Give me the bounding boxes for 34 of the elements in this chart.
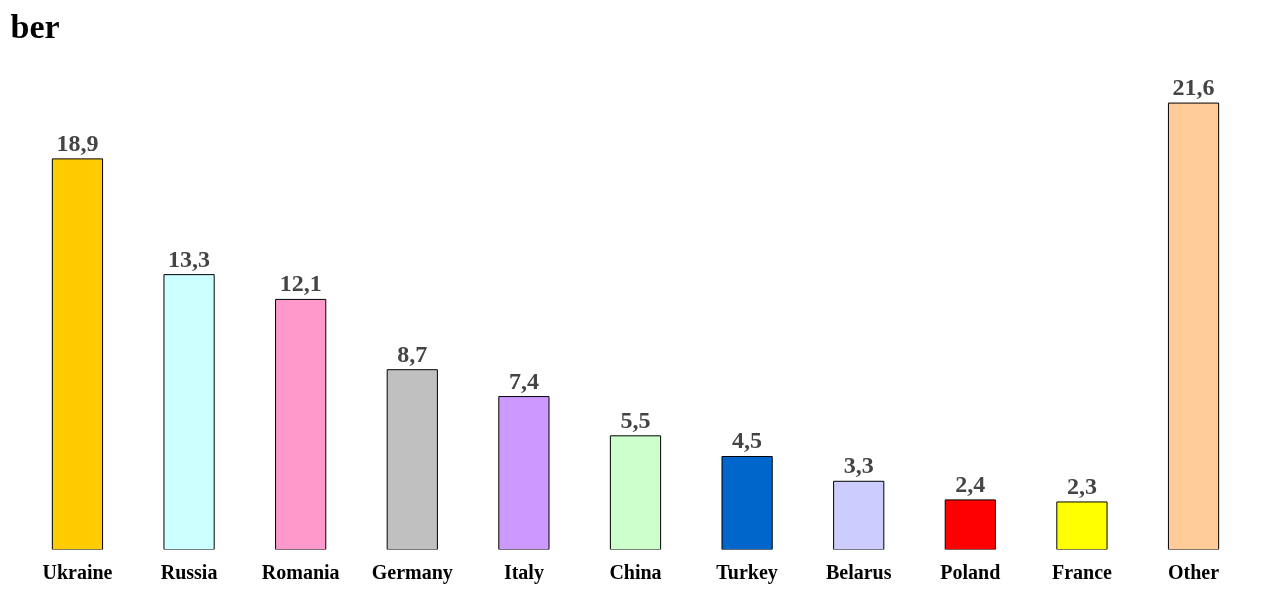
- x-tick-label: Other: [1167, 560, 1220, 583]
- bar: [609, 435, 662, 550]
- chart-title: ber: [10, 7, 60, 45]
- data-label: 2,3: [1066, 472, 1097, 499]
- x-tick-label: France: [1051, 560, 1113, 583]
- data-label: 4,5: [732, 427, 763, 454]
- x-tick-label: Turkey: [716, 560, 778, 584]
- x-tick-label: Germany: [371, 560, 453, 584]
- data-label: 21,6: [1172, 74, 1215, 101]
- bar: [498, 396, 550, 550]
- bar: [833, 480, 885, 550]
- x-tick-label: China: [609, 560, 662, 583]
- bar: [944, 499, 996, 550]
- x-tick-label: Italy: [503, 560, 544, 584]
- data-label: 12,1: [279, 270, 322, 297]
- bar: [51, 158, 104, 550]
- x-tick-label: Poland: [940, 560, 1001, 583]
- bar: [275, 298, 327, 550]
- data-label: 13,3: [168, 245, 211, 272]
- bar: [721, 455, 773, 550]
- bar: [1056, 501, 1108, 550]
- x-tick-label: Ukraine: [42, 560, 113, 583]
- data-label: 3,3: [843, 452, 874, 479]
- data-label: 2,4: [955, 470, 986, 497]
- x-tick-label: Russia: [160, 560, 218, 583]
- bar: [1167, 102, 1220, 550]
- data-label: 8,7: [397, 340, 428, 367]
- data-label: 18,9: [56, 129, 99, 156]
- data-label: 7,4: [508, 367, 539, 394]
- bar: [163, 274, 215, 550]
- x-tick-label: Belarus: [825, 560, 892, 583]
- data-label: 5,5: [620, 406, 651, 433]
- bar: [386, 369, 438, 550]
- x-tick-label: Romania: [261, 560, 340, 583]
